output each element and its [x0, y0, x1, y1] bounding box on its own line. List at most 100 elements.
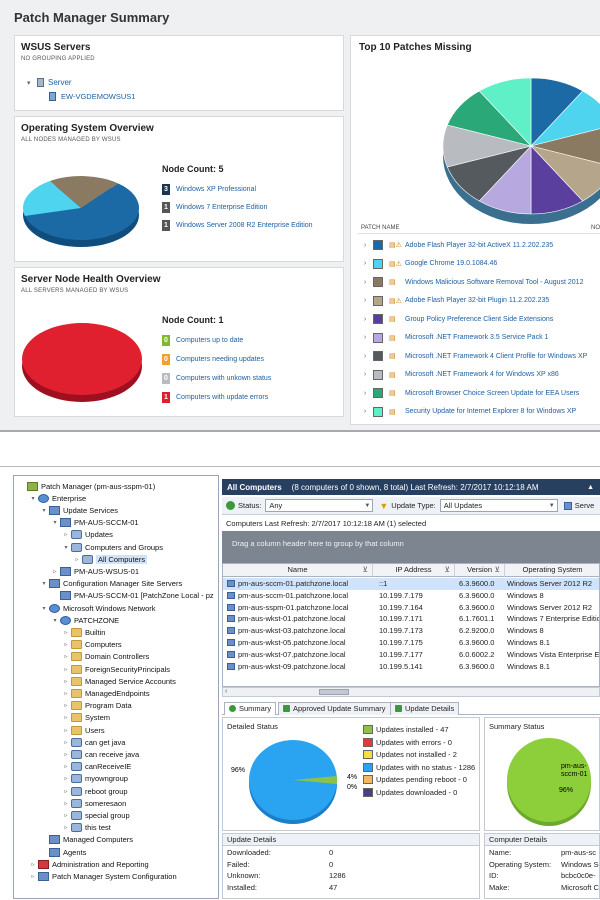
- tree-item[interactable]: Agents: [40, 846, 86, 858]
- tree-item[interactable]: ▾ Computers and Groups: [62, 541, 163, 553]
- tree-item[interactable]: Patch Manager (pm-aus-sspm-01): [18, 480, 155, 492]
- table-row[interactable]: pm-aus-wkst-01.patchzone.local 10.199.7.1…: [223, 613, 599, 625]
- table-row[interactable]: pm-aus-wkst-05.patchzone.local 10.199.7.1…: [223, 637, 599, 649]
- expand-right-icon[interactable]: ▹: [64, 800, 68, 807]
- expand-right-icon[interactable]: ▹: [31, 873, 35, 880]
- expand-right-icon[interactable]: ▹: [64, 654, 68, 661]
- scroll-thumb[interactable]: [319, 689, 349, 695]
- patch-row[interactable]: › ▤ Group Policy Preference Client Side Ex…: [359, 310, 600, 328]
- chevron-right-icon[interactable]: ›: [363, 278, 367, 286]
- expand-down-icon[interactable]: ▾: [31, 495, 35, 502]
- tree-item[interactable]: ▹ can receive java: [62, 748, 139, 760]
- chevron-right-icon[interactable]: ›: [363, 260, 367, 267]
- status-filter-select[interactable]: Any ▼: [265, 499, 374, 512]
- expand-down-icon[interactable]: ▾: [42, 507, 46, 514]
- chevron-right-icon[interactable]: ›: [363, 408, 367, 415]
- tree-item[interactable]: ▹ System: [62, 712, 110, 724]
- table-row[interactable]: pm-aus-wkst-07.patchzone.local 10.199.7.1…: [223, 649, 599, 661]
- table-row[interactable]: pm-aus-wkst-09.patchzone.local 10.199.5.1…: [223, 661, 599, 673]
- expand-right-icon[interactable]: ▹: [64, 739, 68, 746]
- col-header-name[interactable]: Name ⊻: [223, 564, 373, 577]
- chevron-right-icon[interactable]: ›: [363, 297, 367, 304]
- wsus-server-group[interactable]: ▾ Server: [27, 78, 72, 87]
- tab-approved-update-summary[interactable]: Approved Update Summary: [278, 702, 391, 715]
- expand-right-icon[interactable]: ▹: [64, 678, 68, 685]
- expand-right-icon[interactable]: ▹: [64, 812, 68, 819]
- expand-right-icon[interactable]: ▹: [64, 727, 68, 734]
- expand-right-icon[interactable]: ▹: [64, 788, 68, 795]
- tree-item[interactable]: ▹ special group: [62, 809, 130, 821]
- expand-right-icon[interactable]: ▹: [64, 690, 68, 697]
- patch-row[interactable]: › ▤ Microsoft .NET Framework 3.5 Service P…: [359, 329, 600, 347]
- health-legend-row[interactable]: 1 Computers with update errors: [162, 391, 268, 404]
- tree-item[interactable]: ▾ Update Services: [40, 504, 118, 516]
- tree-item[interactable]: ▹ myowngroup: [62, 773, 128, 785]
- expand-right-icon[interactable]: ▹: [64, 642, 68, 649]
- expand-right-icon[interactable]: ▹: [53, 568, 57, 575]
- os-legend-row[interactable]: 3 Windows XP Professional: [162, 183, 256, 196]
- expand-right-icon[interactable]: ▹: [64, 532, 68, 539]
- tree-item[interactable]: ▾ Microsoft Windows Network: [40, 602, 156, 614]
- chevron-right-icon[interactable]: ›: [363, 352, 367, 360]
- tree-item[interactable]: ▹ PM-AUS-WSUS-01: [51, 565, 139, 577]
- tree-item[interactable]: ▾ Configuration Manager Site Servers: [40, 578, 182, 590]
- expand-right-icon[interactable]: ▹: [64, 715, 68, 722]
- filter-icon[interactable]: ⊻: [444, 565, 451, 574]
- patch-row[interactable]: › ▤ Microsoft .NET Framework 4 for Windows…: [359, 366, 600, 384]
- patch-row[interactable]: › ▤ Security Update for Internet Explorer …: [359, 403, 600, 421]
- tree-item[interactable]: ▹ All Computers: [73, 553, 148, 565]
- tree-item[interactable]: ▹ can get java: [62, 736, 125, 748]
- patch-row[interactable]: › ▤⚠ Google Chrome 19.0.1084.46: [359, 255, 600, 273]
- filter-icon[interactable]: ⊻: [494, 565, 501, 574]
- tree-item[interactable]: ▹ canReceiveIE: [62, 761, 131, 773]
- expand-right-icon[interactable]: ▹: [64, 703, 68, 710]
- tree-item[interactable]: ▹ Domain Controllers: [62, 651, 149, 663]
- tree-item[interactable]: ▹ Administration and Reporting: [29, 858, 149, 870]
- col-header-os[interactable]: Operating System: [505, 564, 599, 577]
- expand-right-icon[interactable]: ▹: [64, 764, 68, 771]
- chevron-right-icon[interactable]: ›: [363, 334, 367, 341]
- os-legend-row[interactable]: 1 Windows 7 Enterprise Edition: [162, 201, 267, 214]
- tree-item[interactable]: ▾ PATCHZONE: [51, 614, 119, 626]
- tree-item[interactable]: ▾ Enterprise: [29, 492, 86, 504]
- patch-row[interactable]: › ▤ Windows Malicious Software Removal Too…: [359, 273, 600, 291]
- expand-right-icon[interactable]: ▹: [64, 666, 68, 673]
- group-by-area[interactable]: Drag a column header here to group by th…: [222, 531, 600, 563]
- table-row[interactable]: pm-aus-sspm-01.patchzone.local 10.199.7.1…: [223, 602, 599, 614]
- tab-update-details[interactable]: Update Details: [390, 702, 460, 715]
- health-legend-row[interactable]: 0 Computers needing updates: [162, 353, 264, 366]
- col-header-version[interactable]: Version ⊻: [455, 564, 505, 577]
- col-header-ip[interactable]: IP Address ⊻: [373, 564, 455, 577]
- patch-row[interactable]: › ▤⚠ Adobe Flash Player 32-bit Plugin 11.2…: [359, 292, 600, 310]
- health-legend-row[interactable]: 0 Computers up to date: [162, 334, 243, 347]
- tree-item[interactable]: ▹ Program Data: [62, 700, 132, 712]
- collapse-icon[interactable]: ▲: [587, 483, 594, 491]
- expand-down-icon[interactable]: ▾: [42, 581, 46, 588]
- expand-right-icon[interactable]: ▹: [64, 776, 68, 783]
- tree-item[interactable]: ▹ ManagedEndpoints: [62, 687, 150, 699]
- health-legend-row[interactable]: 0 Computers with unkown status: [162, 372, 271, 385]
- expand-right-icon[interactable]: ▹: [64, 751, 68, 758]
- expand-down-icon[interactable]: ▾: [64, 544, 68, 551]
- chevron-right-icon[interactable]: ›: [363, 315, 367, 323]
- tree-item[interactable]: ▹ this test: [62, 822, 111, 834]
- tree-item[interactable]: ▹ reboot group: [62, 785, 128, 797]
- patch-row[interactable]: › ▤ Microsoft .NET Framework 4 Client Prof…: [359, 347, 600, 365]
- horizontal-scrollbar[interactable]: ‹: [222, 687, 600, 697]
- tree-item[interactable]: ▹ Computers: [62, 639, 122, 651]
- table-row[interactable]: pm-aus-sccm-01.patchzone.local 10.199.7.1…: [223, 590, 599, 602]
- server-filter-label[interactable]: Serve: [574, 501, 595, 510]
- chevron-right-icon[interactable]: ›: [363, 389, 367, 397]
- chevron-right-icon[interactable]: ›: [363, 241, 367, 249]
- update-type-filter-select[interactable]: All Updates ▼: [439, 499, 558, 512]
- expand-right-icon[interactable]: ▹: [64, 825, 68, 832]
- os-legend-row[interactable]: 1 Windows Server 2008 R2 Enterprise Editi…: [162, 219, 313, 232]
- filter-icon[interactable]: ⊻: [362, 565, 369, 574]
- expand-down-icon[interactable]: ▾: [53, 520, 57, 527]
- expand-down-icon[interactable]: ▾: [53, 617, 57, 624]
- expand-down-icon[interactable]: ▾: [42, 605, 46, 612]
- tree-item[interactable]: ▹ Managed Service Accounts: [62, 675, 176, 687]
- tree-item[interactable]: ▹ Users: [62, 724, 105, 736]
- tree-item[interactable]: ▹ Builtin: [62, 626, 105, 638]
- tree-item[interactable]: Managed Computers: [40, 834, 133, 846]
